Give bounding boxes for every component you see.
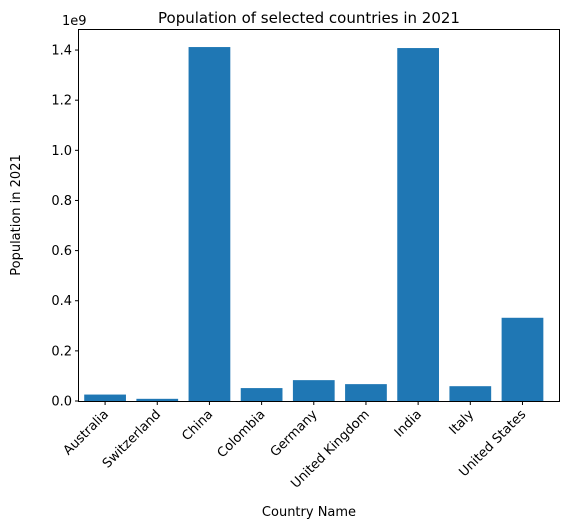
chart-title: Population of selected countries in 2021 xyxy=(158,9,460,27)
bar xyxy=(188,47,231,402)
y-tick-label: 0.2 xyxy=(51,344,72,359)
x-tick-label: India xyxy=(392,407,425,440)
bar xyxy=(292,380,335,401)
x-axis-label: Country Name xyxy=(262,505,356,520)
bar xyxy=(84,394,126,401)
y-tick-label: 0.8 xyxy=(51,194,72,209)
bars-group xyxy=(84,47,544,402)
y-tick-label: 0.4 xyxy=(51,294,72,309)
y-tick-label: 0.0 xyxy=(51,395,72,410)
bar xyxy=(449,386,492,401)
bar xyxy=(345,384,387,401)
bar xyxy=(136,398,179,401)
x-tick-label: Germany xyxy=(268,407,321,460)
bar xyxy=(501,317,544,401)
y-tick-label: 0.6 xyxy=(51,244,72,259)
y-tick-label: 1.4 xyxy=(51,44,72,59)
x-tick-label: Australia xyxy=(61,407,112,458)
y-axis-ticks: 0.0 0.2 0.4 0.6 0.8 1.0 1.2 1.4 xyxy=(51,44,79,410)
y-tick-label: 1.2 xyxy=(51,94,72,109)
bar xyxy=(397,48,439,402)
plot-frame xyxy=(78,29,560,402)
y-axis-label: Population in 2021 xyxy=(9,154,24,276)
y-tick-label: 1.0 xyxy=(51,144,72,159)
bar xyxy=(240,388,283,401)
x-tick-label: China xyxy=(179,407,216,444)
x-tick-label: Italy xyxy=(447,407,478,438)
x-tick-label: Colombia xyxy=(215,407,269,461)
y-axis-offset-label: 1e9 xyxy=(62,14,87,29)
